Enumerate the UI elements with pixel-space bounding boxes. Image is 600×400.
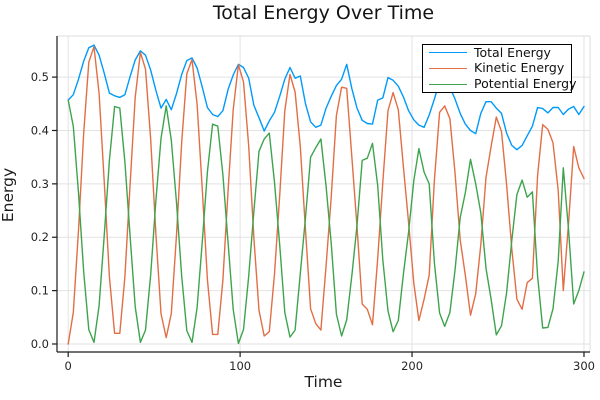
y-tick-label: 0.2 [31, 230, 49, 244]
legend-label: Potential Energy [474, 76, 577, 92]
y-tick-label: 0.4 [31, 123, 49, 137]
series-line-total-energy [67, 44, 585, 151]
y-axis-label: Energy [0, 167, 17, 223]
series-line-kinetic-energy [67, 46, 585, 345]
legend-entry: Total Energy [423, 44, 571, 60]
legend-label: Kinetic Energy [474, 60, 565, 76]
y-tick-label: 0.5 [31, 70, 49, 84]
chart-title: Total Energy Over Time [212, 2, 435, 24]
y-tick-label: 0.0 [31, 337, 49, 351]
legend-label: Total Energy [474, 44, 551, 60]
legend: Total Energy Kinetic Energy Potential En… [422, 44, 577, 93]
x-axis-label: Time [304, 373, 343, 391]
x-tick-label: 200 [401, 359, 423, 373]
x-tick-label: 100 [229, 359, 251, 373]
legend-line-kinetic-energy-icon [429, 67, 467, 69]
y-tick-label: 0.1 [31, 284, 49, 298]
legend-line-total-energy-icon [429, 52, 467, 54]
x-tick-label: 300 [573, 359, 595, 373]
x-tick-label: 0 [65, 359, 72, 373]
series-line-potential-energy [67, 99, 585, 345]
legend-entry: Potential Energy [423, 77, 577, 91]
legend-line-potential-energy-icon [429, 83, 467, 85]
y-tick-label: 0.3 [31, 177, 49, 191]
legend-entry: Kinetic Energy [423, 61, 571, 75]
